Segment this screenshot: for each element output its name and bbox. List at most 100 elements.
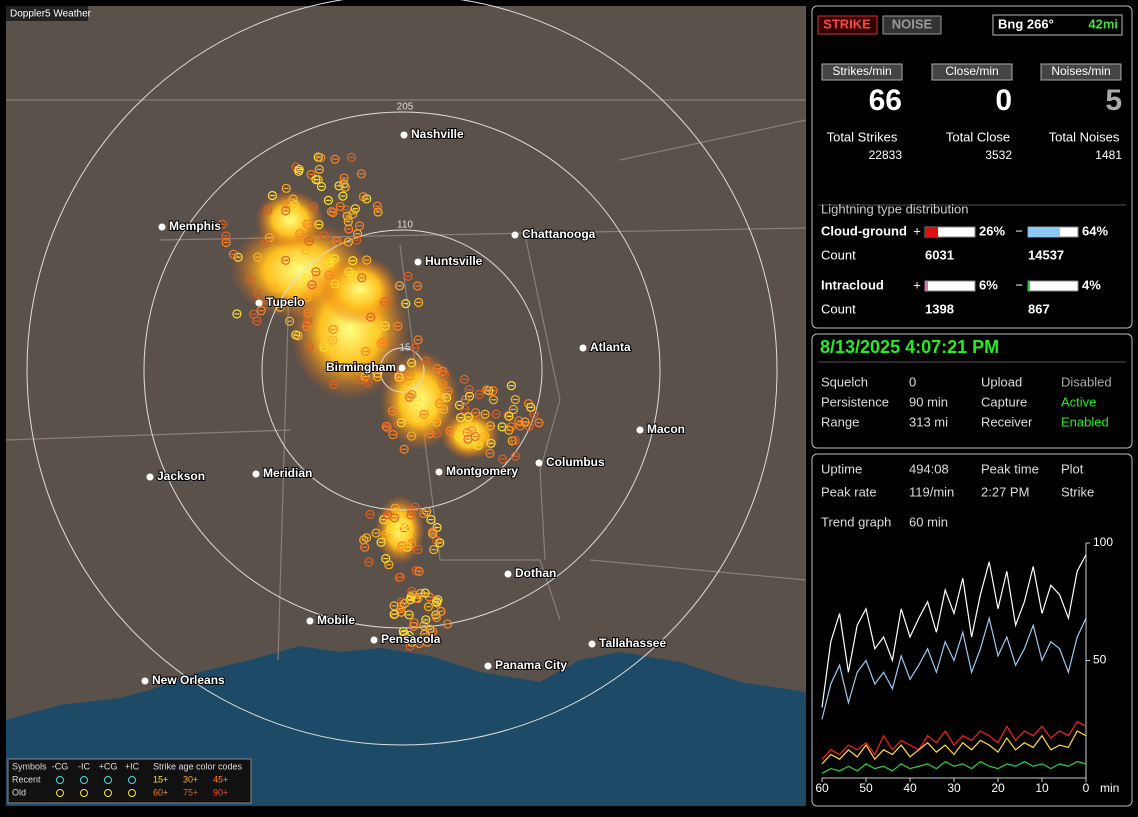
bar-track (924, 280, 976, 292)
strike-button[interactable] (817, 15, 878, 35)
strike-symbol (421, 356, 431, 366)
city-label: Atlanta (590, 340, 631, 354)
legend-age: 75+ (183, 787, 198, 797)
strike-symbol (303, 219, 313, 229)
strike-symbol (503, 410, 513, 420)
city-dot (158, 223, 166, 231)
trend-line (821, 615, 1087, 720)
strike-symbol (290, 200, 300, 210)
strike-symbol (307, 280, 317, 290)
strike-symbol (311, 264, 321, 274)
legend-column: +CG (99, 761, 118, 771)
ring-label: 15 (399, 343, 411, 354)
legend-row: Recent (12, 774, 41, 784)
strike-symbol (508, 404, 519, 415)
city-label: Nashville (411, 127, 464, 141)
stat-text: Uptime (821, 461, 862, 476)
strike-symbol (393, 321, 403, 331)
legend-row: Old (12, 787, 26, 797)
stat-text: 2:27 PM (981, 484, 1029, 499)
rate-label: Noises/min (1051, 64, 1110, 78)
strike-symbol (399, 598, 410, 609)
legend-age: 15+ (153, 774, 168, 784)
city-dot (414, 258, 422, 266)
strike-symbol (506, 422, 516, 432)
trend-span: 60 min (909, 514, 948, 529)
city-label: Pensacola (381, 632, 441, 646)
strike-symbol (388, 430, 398, 440)
total-value: 3532 (985, 148, 1012, 162)
range-ring (261, 229, 543, 511)
strike-button-label[interactable]: STRIKE (823, 16, 871, 31)
distribution-title: Lightning type distribution (821, 201, 968, 216)
strike-symbol (264, 232, 275, 243)
count-label: Count (821, 247, 856, 262)
map: 300 205 110 15 Nashville Memphis Chattanooga H… (5, 0, 807, 806)
strike-symbol (510, 435, 520, 446)
strike-symbol (467, 426, 477, 436)
strike-symbol (302, 292, 312, 302)
sign: + (913, 277, 921, 292)
count-value: 867 (1028, 301, 1050, 316)
stat-text: Plot (1061, 461, 1084, 476)
strike-symbol (419, 409, 429, 420)
legend-symbol (80, 789, 88, 797)
strike-symbol (412, 396, 422, 406)
x-unit: min (1100, 781, 1119, 795)
strike-symbol (328, 335, 338, 345)
strike-symbol (480, 431, 490, 442)
city-dot (535, 459, 543, 467)
x-tick-label: 60 (815, 781, 829, 795)
strike-symbol (407, 358, 417, 368)
strike-symbol (404, 392, 415, 402)
setting-text: 90 min (909, 394, 948, 409)
strike-symbol (372, 372, 383, 382)
city-label: Columbus (546, 455, 605, 469)
strike-symbol (432, 364, 442, 374)
setting-text: Upload (981, 374, 1022, 389)
strike-symbol (510, 394, 520, 405)
ring-label: 110 (397, 220, 413, 231)
setting-text: Receiver (981, 414, 1033, 429)
strike-symbol (421, 615, 431, 625)
strike-symbol (316, 153, 326, 163)
city-dot (370, 636, 378, 644)
strike-symbol (294, 166, 304, 176)
count-value: 14537 (1028, 247, 1064, 262)
percent-label: 4% (1082, 277, 1101, 292)
legend-symbol (128, 776, 136, 784)
city-label: New Orleans (152, 673, 225, 687)
percent-bar (1028, 227, 1060, 237)
city-dot (435, 468, 443, 476)
setting-text: 0 (909, 374, 916, 389)
noise-button[interactable] (882, 15, 942, 35)
strike-symbol (412, 281, 423, 291)
strike-symbol (413, 544, 423, 555)
y-tick-label: 50 (1093, 653, 1107, 667)
type-name: Intracloud (821, 277, 884, 292)
strike-symbol (263, 205, 273, 215)
strike-symbol (410, 343, 420, 353)
city-label: Jackson (157, 469, 205, 483)
legend-column: -IC (78, 761, 90, 771)
strike-symbol (356, 169, 367, 179)
strike-symbol (431, 428, 442, 439)
city-dot (484, 662, 492, 670)
strike-symbol (459, 404, 470, 414)
ring-label: 300 (397, 0, 414, 2)
legend-age: 90+ (213, 787, 228, 797)
legend-age: 30+ (183, 774, 198, 784)
strike-symbol (381, 421, 391, 432)
strike-symbol (361, 533, 372, 543)
strike-symbol (303, 308, 313, 318)
count-value: 6031 (925, 247, 954, 262)
strike-symbol (397, 541, 407, 551)
legend-age: 60+ (153, 787, 168, 797)
city-label: Macon (647, 422, 685, 436)
count-value: 1398 (925, 301, 954, 316)
strike-symbol (348, 209, 358, 219)
legend-column: +IC (125, 761, 140, 771)
sign: − (1015, 277, 1023, 292)
strike-symbol (425, 429, 435, 439)
noise-button-label[interactable]: NOISE (892, 16, 933, 31)
